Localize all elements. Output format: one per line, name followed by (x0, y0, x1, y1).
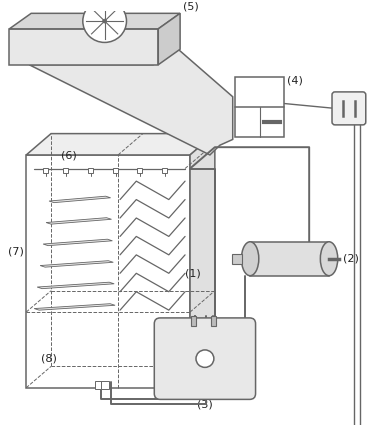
Polygon shape (49, 196, 111, 203)
Bar (101, 381, 109, 389)
Bar (191, 316, 196, 325)
FancyBboxPatch shape (332, 92, 366, 125)
Text: (5): (5) (183, 1, 199, 12)
Polygon shape (26, 134, 215, 155)
Text: (3): (3) (197, 400, 213, 409)
Polygon shape (190, 134, 215, 388)
Text: (6): (6) (61, 151, 77, 161)
Text: (7): (7) (8, 247, 24, 257)
Bar (43, 167, 48, 173)
Polygon shape (37, 282, 114, 289)
Bar (235, 78, 284, 138)
Ellipse shape (241, 242, 259, 276)
Polygon shape (158, 13, 180, 65)
Polygon shape (40, 261, 113, 267)
Text: (2): (2) (343, 254, 359, 264)
Circle shape (83, 0, 126, 43)
Polygon shape (29, 49, 233, 155)
Circle shape (196, 350, 214, 367)
Bar (113, 167, 117, 173)
Polygon shape (9, 13, 180, 29)
Text: (1): (1) (185, 268, 201, 278)
Bar (232, 254, 242, 264)
Text: (4): (4) (287, 75, 303, 85)
Ellipse shape (320, 242, 338, 276)
Bar (9, 29, 158, 65)
Bar (162, 167, 167, 173)
Polygon shape (46, 218, 112, 224)
Bar (250, 242, 329, 276)
Bar (88, 167, 93, 173)
Bar (63, 167, 68, 173)
Bar (95, 381, 103, 389)
Polygon shape (43, 239, 112, 246)
Bar (26, 155, 190, 388)
FancyBboxPatch shape (154, 318, 255, 400)
Text: (8): (8) (41, 354, 57, 364)
Bar (211, 316, 216, 325)
Polygon shape (34, 304, 115, 310)
Circle shape (103, 19, 106, 23)
Bar (137, 167, 142, 173)
